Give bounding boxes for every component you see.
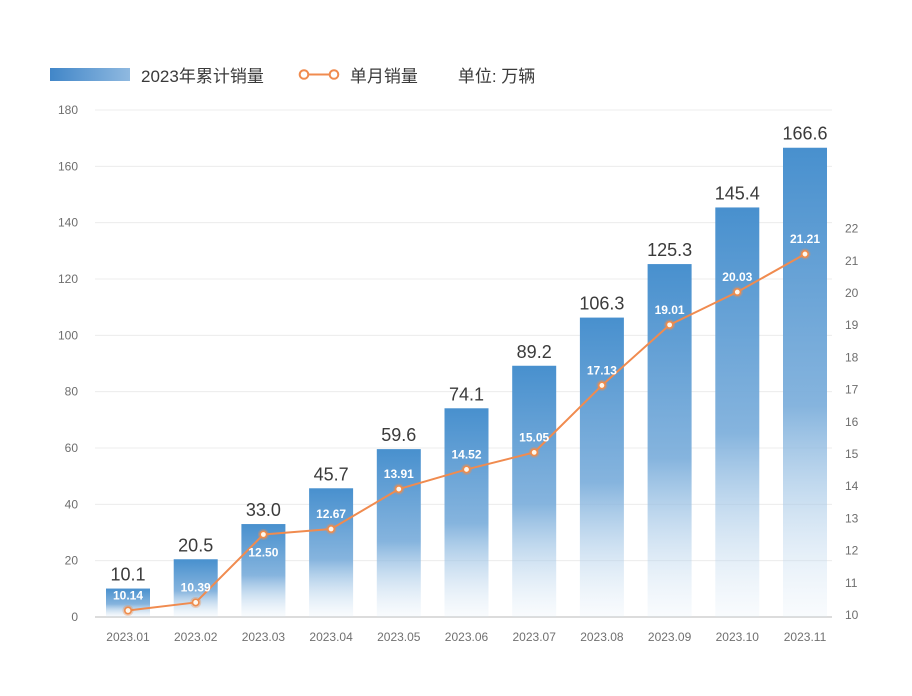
line-value-label: 19.01	[655, 303, 685, 317]
bar-value-labels: 10.1 20.5 33.0 45.7 59.6 74.1 89.2 106.3 125.3 14…	[110, 124, 827, 585]
line-marker	[800, 250, 809, 259]
line-series	[122, 248, 811, 616]
bar	[241, 524, 286, 617]
line-marker	[327, 525, 336, 534]
x-axis-category-label: 2023.02	[174, 630, 218, 644]
x-axis-category-label: 2023.06	[445, 630, 489, 644]
right-axis-tick-label: 12	[845, 544, 859, 558]
bar-value-label: 166.6	[782, 124, 827, 144]
x-axis-category-label: 2023.09	[648, 630, 692, 644]
bar	[309, 488, 354, 617]
left-axis-tick-label: 80	[65, 385, 79, 399]
x-axis-category-label: 2023.10	[716, 630, 760, 644]
line-marker	[394, 485, 403, 494]
right-axis-tick-label: 18	[845, 350, 859, 364]
left-axis-tick-label: 140	[58, 216, 78, 230]
line-marker	[124, 606, 133, 615]
line-marker	[733, 288, 742, 297]
line-marker	[665, 320, 674, 329]
right-axis-tick-label: 21	[845, 254, 859, 268]
bar-series	[106, 147, 827, 617]
bar-value-label: 74.1	[449, 384, 484, 404]
x-axis-category-label: 2023.07	[513, 630, 557, 644]
right-axis-tick-label: 16	[845, 415, 859, 429]
x-axis-category-label: 2023.01	[106, 630, 150, 644]
x-axis-category-label: 2023.03	[242, 630, 286, 644]
left-axis-tick-label: 100	[58, 328, 78, 342]
right-axis-tick-label: 20	[845, 286, 859, 300]
line-marker	[597, 381, 606, 390]
line-value-label: 15.05	[519, 430, 549, 444]
left-axis-tick-label: 180	[58, 103, 78, 117]
unit-label: 单位: 万辆	[457, 67, 536, 86]
bar	[715, 207, 760, 617]
bar-series-label: 2023年累计销量	[141, 67, 264, 86]
left-axis-tick-label: 120	[58, 272, 78, 286]
line-value-label: 12.50	[248, 546, 278, 560]
line-series-icon	[298, 69, 340, 80]
bar-value-label: 33.0	[246, 500, 281, 520]
x-axis-category-label: 2023.04	[309, 630, 353, 644]
left-axis-tick-label: 0	[71, 610, 78, 624]
left-axis-tick-label: 20	[65, 554, 79, 568]
right-axis-tick-label: 22	[845, 222, 859, 236]
left-axis-tick-label: 40	[65, 497, 79, 511]
line-value-label: 10.14	[113, 588, 143, 602]
x-axis-category-label: 2023.05	[377, 630, 421, 644]
bar-value-label: 89.2	[517, 342, 552, 362]
right-axis-tick-label: 14	[845, 479, 859, 493]
line-marker	[462, 465, 471, 474]
line-marker	[530, 448, 539, 457]
x-axis-category-label: 2023.11	[784, 630, 827, 644]
bar-value-label: 106.3	[579, 294, 624, 314]
x-axis: 2023.01 2023.02 2023.03 2023.04 2023.05 2023.…	[106, 630, 826, 644]
left-axis-tick-label: 160	[58, 159, 78, 173]
line-value-label: 13.91	[384, 467, 414, 481]
line-marker	[259, 530, 268, 539]
bar-value-label: 20.5	[178, 535, 213, 555]
bar-value-label: 10.1	[110, 565, 145, 585]
line-value-label: 21.21	[790, 232, 820, 246]
bar-value-label: 59.6	[381, 425, 416, 445]
bar	[376, 449, 421, 617]
right-axis-tick-label: 10	[845, 608, 859, 622]
left-axis: 0 20 40 60 80 100 120 140 160 180	[58, 103, 78, 624]
bar-value-label: 145.4	[715, 183, 760, 203]
chart-legend: 2023年累计销量 单月销量 单位: 万辆	[50, 62, 535, 87]
line-marker	[191, 598, 200, 607]
line-value-label: 17.13	[587, 363, 617, 377]
x-axis-category-label: 2023.08	[580, 630, 624, 644]
line-value-labels: 10.14 10.39 12.50 12.67 13.91 14.52 15.05 17.13…	[113, 232, 820, 602]
right-axis-tick-label: 15	[845, 447, 859, 461]
right-axis-tick-label: 17	[845, 383, 859, 397]
bar	[444, 408, 489, 617]
line-value-label: 14.52	[451, 447, 481, 461]
bar	[512, 365, 557, 617]
bar-value-label: 45.7	[314, 464, 349, 484]
line-series-label: 单月销量	[349, 67, 418, 86]
right-axis-tick-label: 19	[845, 318, 859, 332]
right-axis-tick-label: 11	[845, 576, 858, 590]
bar-series-swatch-icon	[50, 68, 130, 81]
line-value-label: 20.03	[722, 270, 752, 284]
line-value-label: 10.39	[181, 580, 211, 594]
bar	[579, 317, 624, 617]
line-value-label: 12.67	[316, 507, 346, 521]
right-axis: 10 11 12 13 14 15 16 17 18 19 20 21 22	[845, 222, 859, 622]
left-axis-tick-label: 60	[65, 441, 79, 455]
bar	[783, 147, 827, 617]
bar-value-label: 125.3	[647, 240, 692, 260]
right-axis-tick-label: 13	[845, 511, 859, 525]
